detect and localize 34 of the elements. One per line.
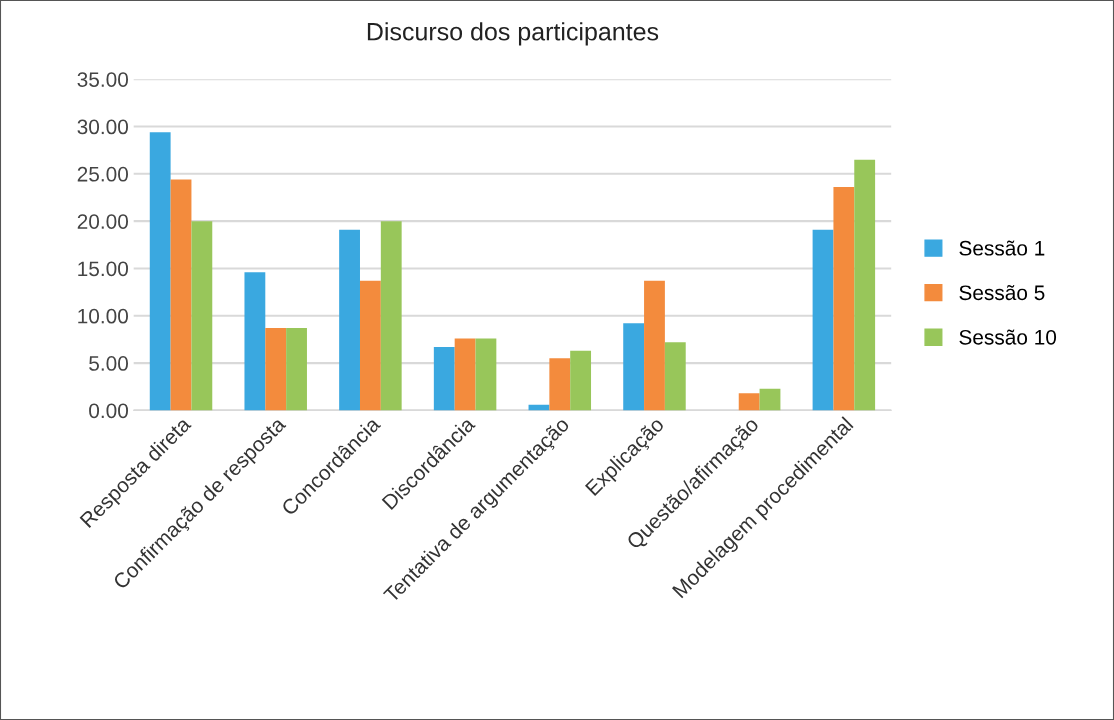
bar (339, 229, 360, 411)
bar (738, 393, 760, 411)
bar (549, 358, 571, 411)
bar (759, 388, 781, 411)
bar (191, 221, 213, 411)
y-tick-label: 20.00 (77, 214, 129, 229)
legend-label: Sessão 10 (959, 329, 1057, 345)
bar (854, 159, 876, 411)
bar (623, 323, 645, 411)
bar (359, 280, 381, 411)
bar (454, 338, 476, 411)
y-tick-label: 25.00 (77, 166, 129, 182)
legend-label: Sessão 1 (959, 240, 1045, 256)
bar (244, 272, 266, 411)
y-tick-label: 35.00 (77, 72, 129, 87)
y-tick-label: 30.00 (77, 119, 129, 135)
bar (433, 347, 455, 411)
bar (265, 328, 287, 411)
bar (833, 187, 855, 411)
y-tick-label: 0.00 (89, 403, 129, 419)
bar (812, 229, 834, 411)
legend-label: Sessão 5 (959, 284, 1045, 301)
bar (149, 132, 171, 411)
bar (644, 280, 665, 411)
bar (286, 328, 307, 411)
bar (664, 342, 686, 411)
bar (170, 179, 192, 411)
bar (570, 350, 592, 411)
y-tick-label: 10.00 (78, 308, 129, 324)
chart-title: Discurso dos participantes (367, 22, 659, 46)
bar (475, 338, 497, 411)
y-tick-label: 5.00 (89, 356, 129, 371)
bar (380, 221, 402, 411)
y-tick-label: 15.00 (78, 261, 129, 277)
